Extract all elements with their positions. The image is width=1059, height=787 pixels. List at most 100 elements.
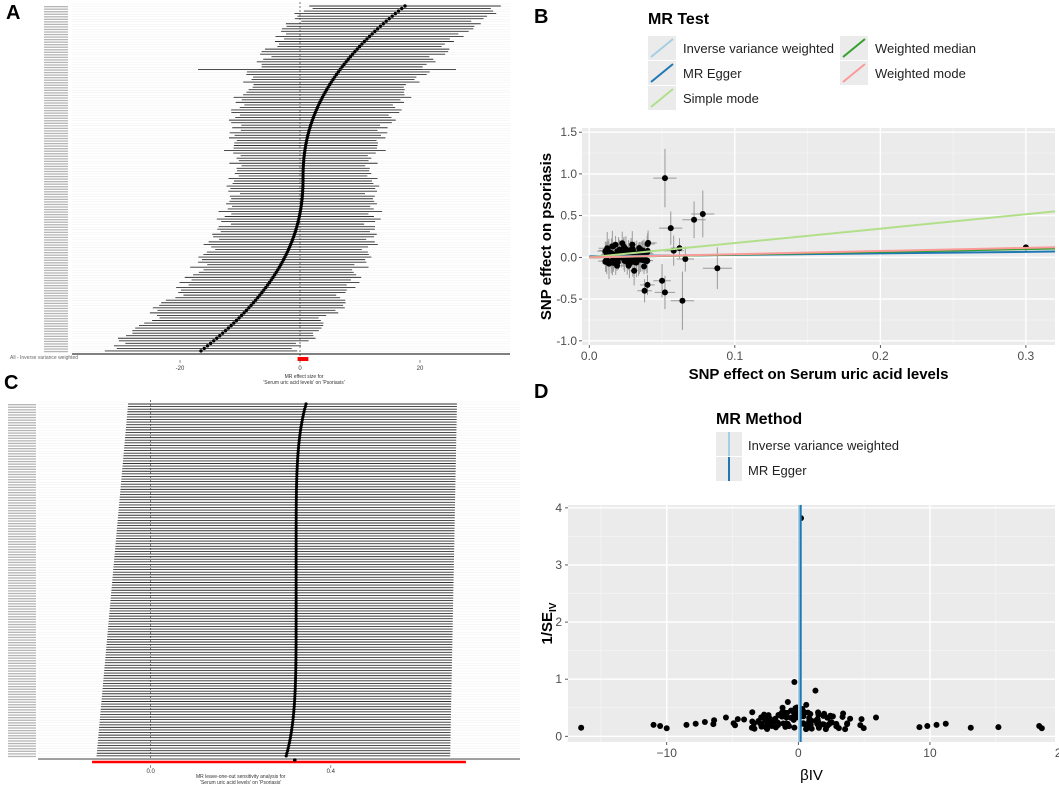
scatter-point (661, 289, 668, 296)
loo-point (297, 443, 301, 447)
loo-row-label (8, 520, 36, 522)
forest-point (301, 166, 305, 171)
loo-point (295, 472, 299, 476)
loo-row-label (8, 732, 36, 734)
loo-point (294, 490, 299, 494)
funnel-point (722, 714, 729, 721)
scatter-point (624, 259, 631, 266)
forest-point (229, 323, 233, 328)
scatter-point (691, 216, 698, 223)
loo-row-label (8, 644, 36, 646)
forest-point (300, 199, 304, 203)
forest-row-label (44, 127, 68, 130)
forest-point (324, 87, 329, 92)
funnel-point (785, 723, 792, 730)
loo-row-label (8, 447, 36, 450)
loo-row-label (8, 414, 36, 416)
loo-row-label (8, 618, 36, 621)
funnel-point (784, 699, 791, 706)
funnel-point (692, 720, 699, 727)
loo-point (284, 754, 288, 758)
loo-point (296, 456, 300, 460)
scatter-point (629, 241, 636, 248)
forest-point (272, 273, 277, 277)
forest-point (300, 189, 305, 193)
funnel-point (812, 687, 819, 694)
legend-label-simple-mode: Simple mode (683, 91, 759, 106)
loo-row-label (8, 533, 36, 535)
forest-row-label (44, 160, 68, 163)
forest-row-label (44, 274, 68, 277)
scatter-point (641, 263, 648, 270)
funnel-x-tick-label: 10 (923, 746, 937, 760)
funnel-x-axis-title: βIV (800, 767, 823, 784)
loo-row-label (8, 538, 36, 540)
forest-row-label (44, 297, 68, 299)
funnel-point (821, 710, 828, 717)
forest-row-label (44, 178, 68, 180)
forest-row-label (44, 66, 68, 69)
legend-key-simple-mode (648, 86, 676, 110)
forest-point (373, 29, 377, 34)
scatter-point (659, 277, 666, 284)
loo-point (298, 430, 302, 435)
forest-point (287, 245, 292, 249)
funnel-point (701, 719, 708, 726)
funnel-y-tick-label: 4 (555, 501, 562, 515)
forest-row-label (44, 348, 68, 350)
funnel-point (995, 724, 1002, 731)
funnel-point (772, 718, 779, 725)
forest-x-tick-label: 20 (417, 366, 424, 372)
scatter-y-tick-label: 1.5 (560, 125, 577, 139)
forest-row-label (44, 142, 68, 145)
forest-point (365, 37, 369, 41)
forest-point (303, 143, 308, 148)
loo-row-label (8, 424, 36, 426)
loo-point (294, 552, 298, 556)
forest-row-label (44, 249, 68, 251)
forest-point (301, 184, 305, 188)
forest-point (218, 334, 222, 338)
loo-point (294, 671, 298, 675)
forest-point (215, 336, 219, 340)
forest-row-label (44, 338, 68, 340)
loo-row-label (8, 525, 36, 527)
loo-row-label (8, 429, 36, 432)
loo-point (300, 417, 304, 422)
funnel-point (779, 704, 786, 711)
funnel-point (764, 725, 771, 732)
loo-row-label (8, 714, 36, 716)
forest-point (370, 32, 374, 36)
loo-row-label (8, 564, 36, 566)
loo-row-label (8, 566, 36, 569)
forest-point (242, 311, 246, 315)
funnel-point (755, 718, 762, 725)
loo-point (291, 715, 295, 719)
loo-row-label (8, 440, 36, 442)
loo-point (294, 611, 298, 616)
loo-point (295, 464, 299, 468)
forest-row-label (44, 109, 68, 112)
funnel-point (808, 725, 815, 732)
forest-row-label (44, 163, 68, 165)
loo-row-label (8, 696, 36, 698)
loo-point (294, 624, 298, 629)
loo-row-label (8, 572, 36, 574)
panel-letter-d: D (534, 381, 549, 403)
forest-row-label (44, 254, 68, 256)
loo-point (294, 565, 298, 569)
loo-point (293, 697, 297, 701)
forest-row-label (44, 277, 68, 279)
loo-row-label (8, 497, 36, 499)
loo-point (301, 412, 306, 416)
forest-point (333, 75, 337, 79)
forest-point (304, 141, 308, 145)
forest-point (205, 344, 210, 348)
forest-row-label (44, 158, 68, 160)
loo-row-label (8, 541, 36, 543)
forest-point (264, 285, 268, 290)
loo-point (294, 580, 298, 585)
loo-point (296, 448, 300, 453)
scatter-point (641, 287, 648, 294)
funnel-point (761, 711, 768, 718)
